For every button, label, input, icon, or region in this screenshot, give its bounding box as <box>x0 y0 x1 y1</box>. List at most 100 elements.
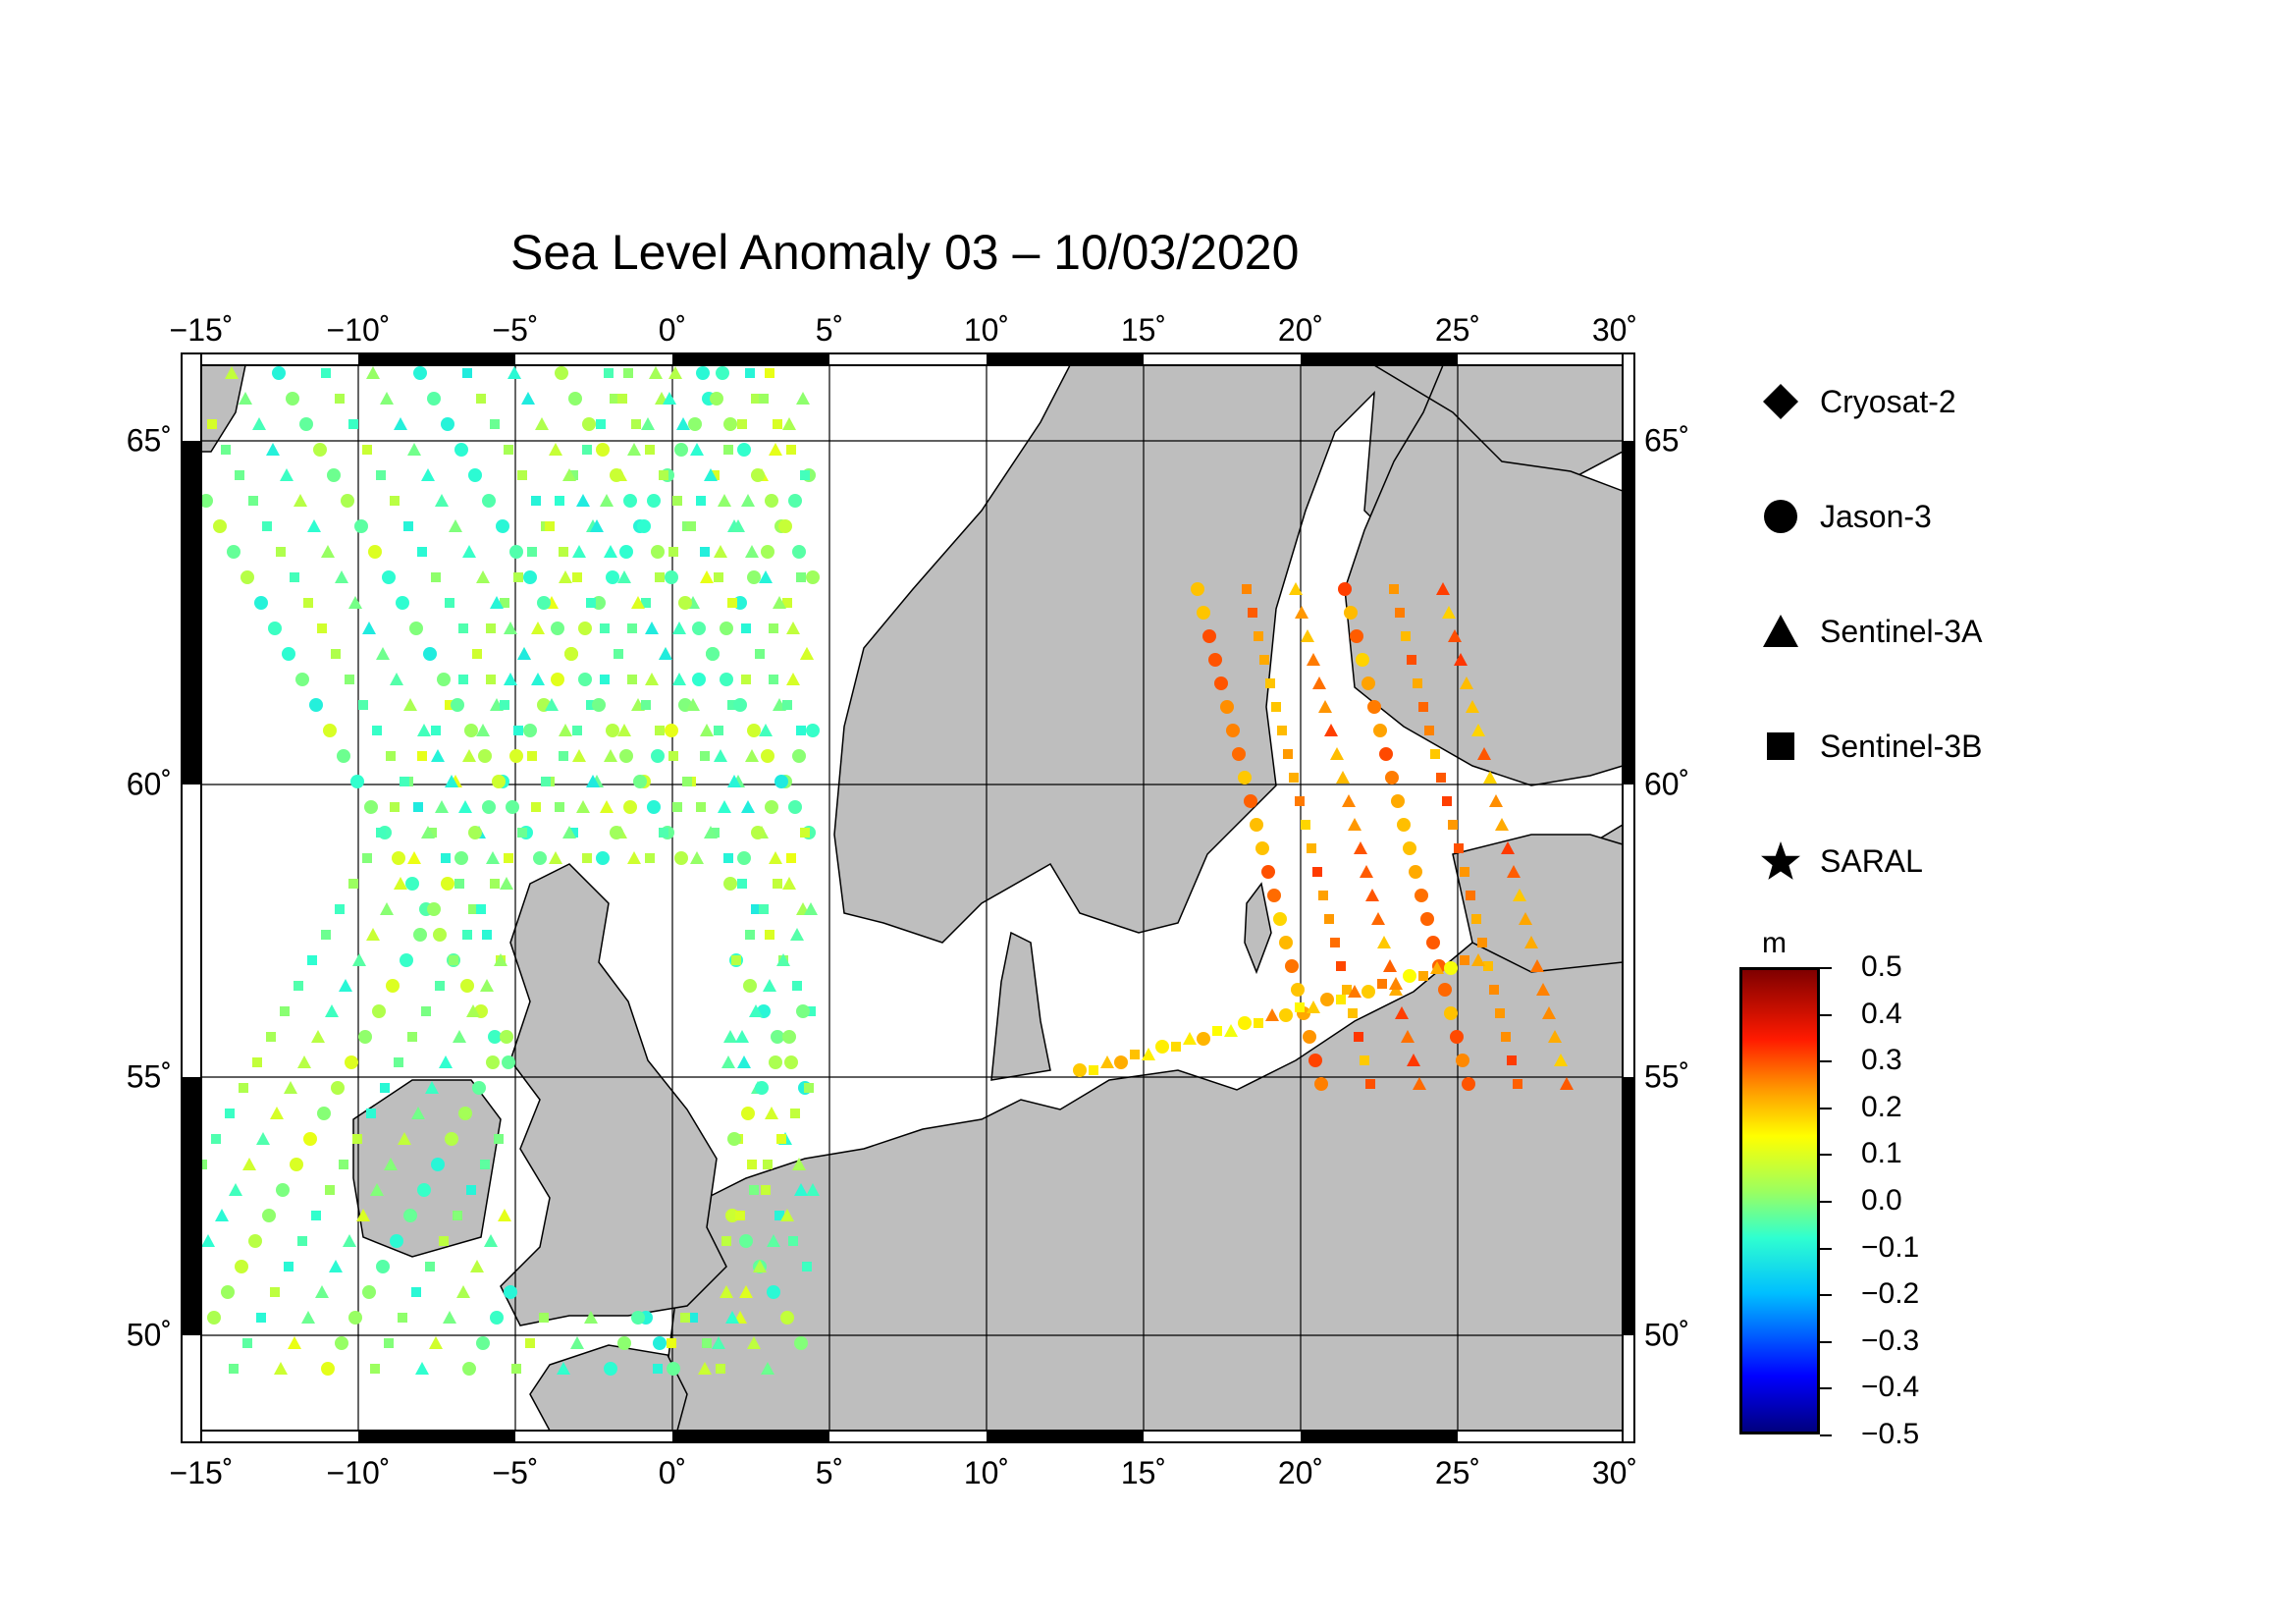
track-point <box>370 1183 384 1196</box>
track-point <box>445 700 454 710</box>
track-point <box>627 851 641 864</box>
legend-item-jason: Jason-3 <box>1759 492 1932 541</box>
track-point <box>486 623 496 633</box>
track-point <box>407 851 421 864</box>
track-point <box>339 1160 348 1169</box>
track-point <box>592 698 606 712</box>
track-point <box>551 673 564 686</box>
track-point <box>1385 771 1399 784</box>
track-point <box>680 1313 690 1323</box>
track-point <box>637 519 651 533</box>
track-point <box>331 649 341 659</box>
track-point <box>386 751 396 761</box>
track-point <box>790 1109 800 1118</box>
track-point <box>476 394 486 404</box>
track-point <box>242 1338 252 1348</box>
track-point <box>327 468 341 482</box>
track-point <box>535 417 549 430</box>
lat-tick-left: 50˚ <box>126 1317 172 1353</box>
lat-tick-left: 65˚ <box>126 422 172 459</box>
track-point <box>488 1030 502 1044</box>
track-point <box>1220 700 1234 714</box>
lon-tick-top: 15˚ <box>1120 312 1167 348</box>
track-point <box>470 1260 484 1272</box>
track-point <box>749 1004 763 1017</box>
track-point <box>796 572 806 582</box>
track-point <box>769 675 778 684</box>
track-point <box>623 800 637 814</box>
track-point <box>295 673 309 686</box>
track-point <box>502 1055 515 1069</box>
track-point <box>288 1336 301 1349</box>
lon-tick-top: 0˚ <box>658 312 687 348</box>
track-point <box>400 953 413 967</box>
track-point <box>792 1158 806 1170</box>
track-point <box>755 649 765 659</box>
track-point <box>733 698 747 712</box>
track-point <box>335 1336 348 1350</box>
track-point <box>1254 1018 1263 1028</box>
track-point <box>213 519 227 533</box>
track-point <box>769 623 778 633</box>
track-point <box>1303 1030 1316 1044</box>
track-point <box>372 1004 386 1018</box>
track-point <box>509 749 523 763</box>
track-point <box>721 1236 731 1246</box>
track-point <box>1415 889 1428 902</box>
track-point <box>1407 655 1416 665</box>
track-point <box>700 751 710 761</box>
track-point <box>309 698 323 712</box>
track-point <box>1255 841 1269 855</box>
track-point <box>723 417 737 431</box>
lon-tick-bottom: −15˚ <box>169 1455 234 1490</box>
track-point <box>1244 794 1257 808</box>
track-point <box>254 596 268 610</box>
track-point <box>557 1362 570 1375</box>
track-point <box>745 545 759 558</box>
track-point <box>513 726 523 735</box>
track-point <box>417 1183 431 1197</box>
track-point <box>668 751 678 761</box>
track-point <box>559 724 572 736</box>
track-point <box>578 673 592 686</box>
track-point <box>668 366 682 379</box>
land-great-britain <box>500 863 727 1326</box>
track-point <box>307 955 317 965</box>
track-point <box>262 521 272 531</box>
track-point <box>1342 794 1356 807</box>
track-point <box>572 726 582 735</box>
track-point <box>362 853 372 863</box>
track-point <box>1114 1055 1128 1069</box>
track-point <box>665 724 678 737</box>
track-point <box>482 800 496 814</box>
track-point <box>674 851 688 865</box>
track-point <box>462 1362 476 1376</box>
track-point <box>1197 1032 1210 1046</box>
track-point <box>696 802 706 812</box>
track-point <box>354 519 368 533</box>
track-point <box>441 853 451 863</box>
track-point <box>370 1364 380 1374</box>
track-point <box>714 545 727 558</box>
track-point <box>610 826 623 839</box>
track-point <box>743 979 757 993</box>
track-point <box>504 445 513 455</box>
track-point <box>1354 841 1367 854</box>
track-point <box>417 751 427 761</box>
track-point <box>376 1260 390 1273</box>
track-point <box>262 1209 276 1222</box>
track-point <box>462 930 472 940</box>
track-point <box>737 851 751 865</box>
track-point <box>272 366 286 380</box>
track-point <box>382 570 396 584</box>
track-point <box>1367 700 1381 714</box>
track-point <box>415 1362 429 1375</box>
track-point <box>1391 794 1405 808</box>
colorbar-tick-mark <box>1820 1294 1832 1297</box>
track-point <box>486 675 496 684</box>
track-point <box>786 673 800 685</box>
track-point <box>235 1260 248 1273</box>
track-point <box>1466 891 1475 900</box>
track-point <box>619 545 633 559</box>
track-point <box>710 828 720 838</box>
